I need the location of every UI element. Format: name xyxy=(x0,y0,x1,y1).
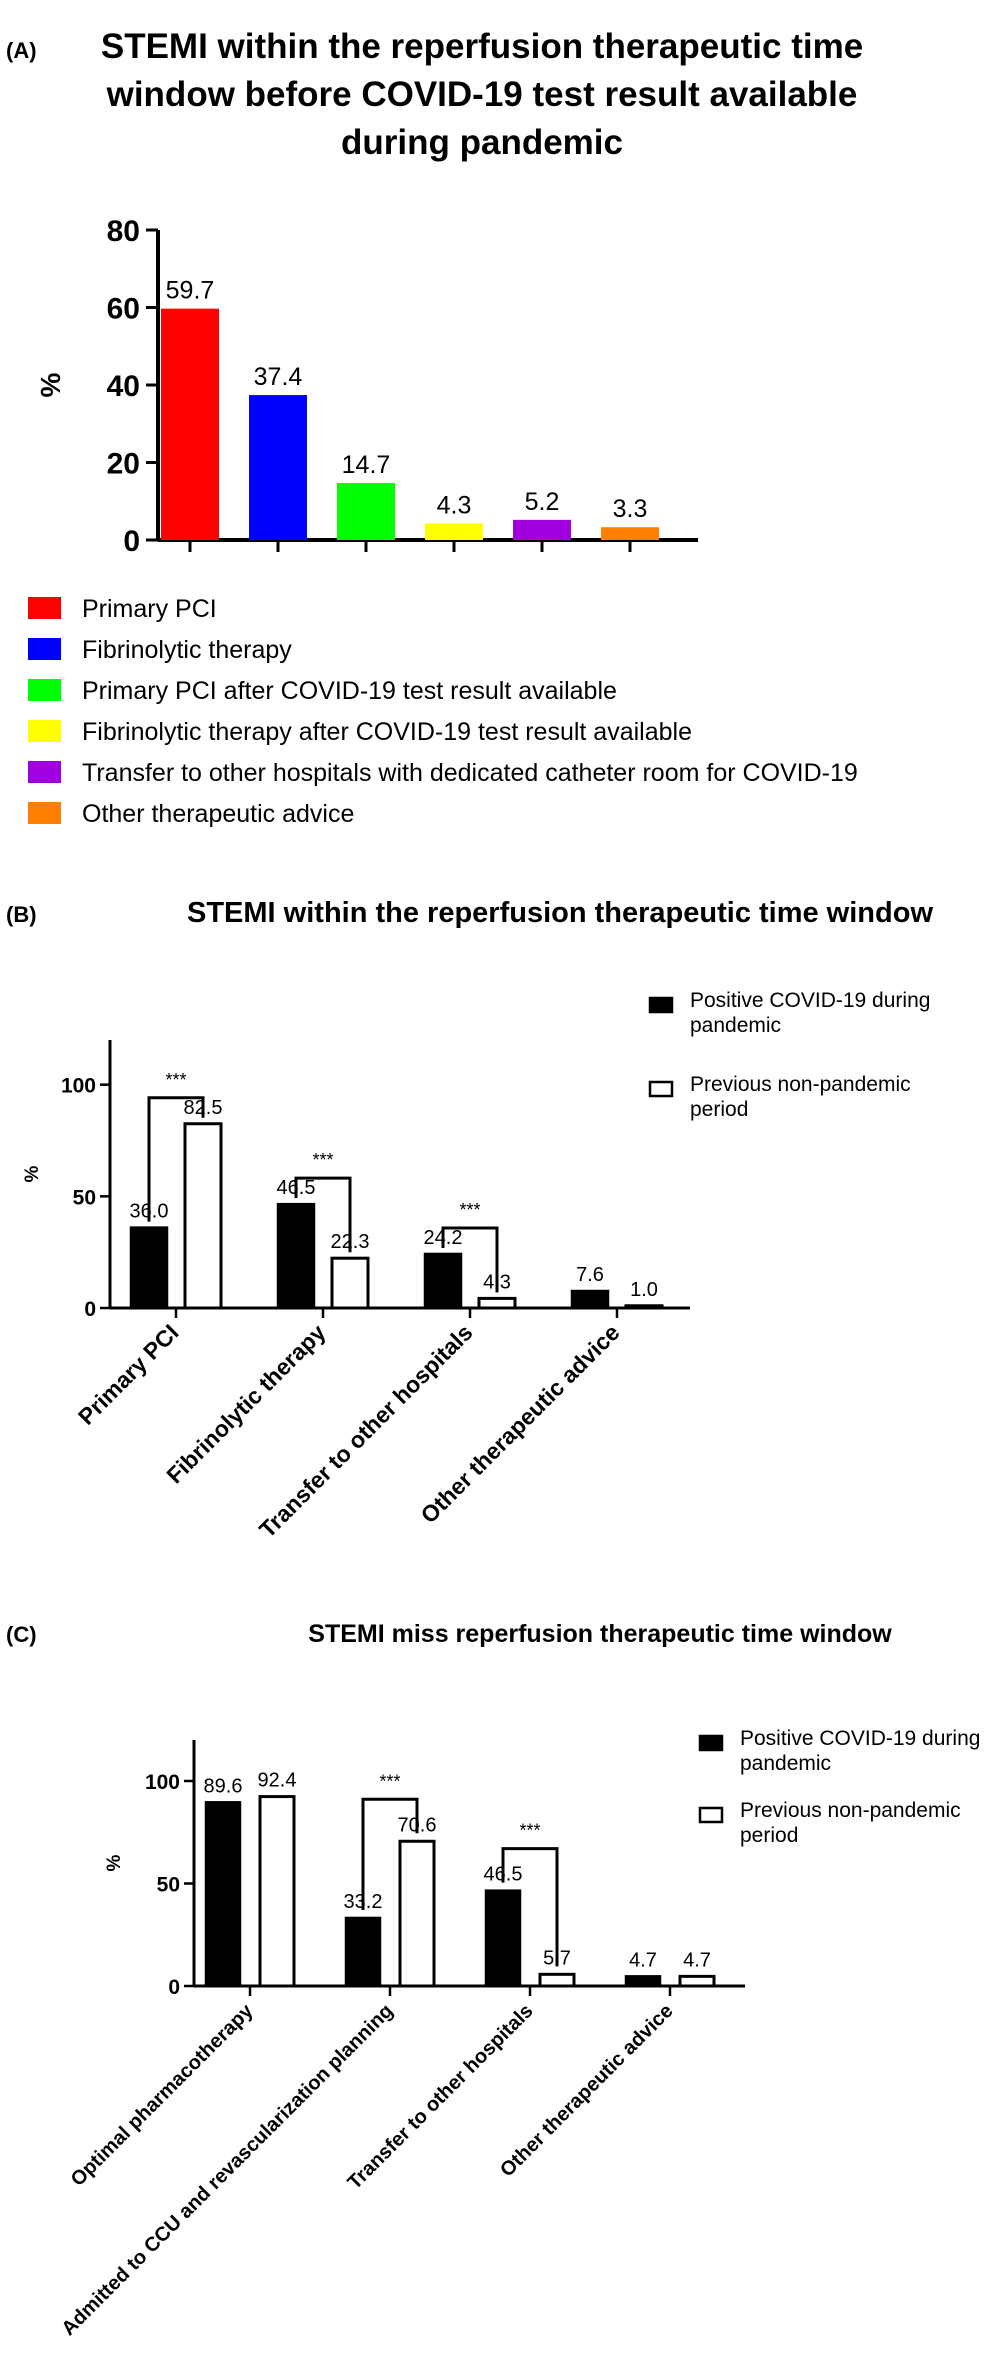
chart-title: STEMI miss reperfusion therapeutic time … xyxy=(308,1620,892,1648)
bar xyxy=(425,523,483,540)
data-label: 5.2 xyxy=(525,488,560,516)
legend-label: Primary PCI after COVID-19 test result a… xyxy=(82,677,617,705)
legend-label: Fibrinolytic therapy after COVID-19 test… xyxy=(82,718,692,746)
bar xyxy=(249,395,307,540)
chart-title-line: window before COVID-19 test result avail… xyxy=(106,75,858,114)
y-tick-label: 20 xyxy=(107,448,140,481)
bar-series-2 xyxy=(398,1839,436,1988)
panel-a: (A) STEMI within the reperfusion therapeu… xyxy=(6,27,863,828)
legend-swatch xyxy=(28,802,61,824)
legend-label: Positive COVID-19 during pandemic xyxy=(740,1727,980,1775)
significance-label: *** xyxy=(165,1070,186,1090)
y-tick-label: 100 xyxy=(145,1771,180,1794)
data-label: 4.3 xyxy=(437,491,472,519)
significance-label: *** xyxy=(312,1150,333,1170)
significance-bracket xyxy=(294,1176,352,1253)
bar-series-2 xyxy=(183,1122,223,1310)
bar xyxy=(161,308,219,540)
x-tick-label: Primary PCI xyxy=(73,1319,184,1430)
chart-title: STEMI within the reperfusion therapeutic… xyxy=(187,897,933,929)
legend-label: Positive COVID-19 during pandemic xyxy=(690,989,930,1037)
y-axis-label: % xyxy=(104,1854,125,1871)
significance-bracket xyxy=(147,1096,205,1222)
bar-series-1 xyxy=(276,1202,316,1310)
bar-series-2 xyxy=(258,1795,296,1988)
y-tick-label: 0 xyxy=(168,1976,180,1999)
bar-series-1 xyxy=(624,1975,662,1988)
significance-bracket xyxy=(501,1847,559,1967)
legend-swatch xyxy=(648,996,674,1014)
bar-series-1 xyxy=(484,1889,522,1988)
chart-title-line: STEMI within the reperfusion therapeutic… xyxy=(101,27,863,66)
bar-series-2 xyxy=(330,1256,370,1310)
y-tick-label: 0 xyxy=(123,525,140,558)
bar xyxy=(601,527,659,540)
bar-series-1 xyxy=(204,1801,242,1988)
legend-label: Previous non-pandemic period xyxy=(690,1073,911,1121)
legend-label: Other therapeutic advice xyxy=(82,800,354,828)
data-label: 14.7 xyxy=(342,451,391,479)
bar-series-1 xyxy=(129,1226,169,1310)
legend-swatch xyxy=(698,1734,724,1752)
legend-swatch xyxy=(28,761,61,783)
legend-label: Fibrinolytic therapy xyxy=(82,636,292,664)
data-label: 4.7 xyxy=(629,1949,657,1971)
bar xyxy=(513,519,571,540)
panel-label: (A) xyxy=(6,38,37,63)
bar-series-1 xyxy=(344,1916,382,1988)
legend-swatch xyxy=(28,597,61,619)
bar-series-1 xyxy=(570,1289,610,1310)
y-axis-label: % xyxy=(35,372,66,397)
data-label: 37.4 xyxy=(254,363,303,391)
y-tick-label: 100 xyxy=(61,1075,96,1098)
chart-title-line: during pandemic xyxy=(341,123,623,162)
x-tick-label: Admitted to CCU and revascularization pl… xyxy=(57,2000,397,2340)
bar xyxy=(337,483,395,540)
y-tick-label: 80 xyxy=(107,215,140,248)
data-label: 7.6 xyxy=(576,1264,604,1286)
bar-series-1 xyxy=(423,1252,463,1310)
y-tick-label: 0 xyxy=(84,1298,96,1321)
legend-swatch xyxy=(648,1080,674,1098)
data-label: 89.6 xyxy=(204,1775,243,1797)
panel-b: (B) STEMI within the reperfusion therapeu… xyxy=(6,897,933,1543)
x-tick-label: Fibrinolytic therapy xyxy=(161,1319,330,1488)
legend-label: Primary PCI xyxy=(82,595,217,623)
legend-label: Previous non-pandemic period xyxy=(740,1799,961,1847)
significance-label: *** xyxy=(379,1771,400,1791)
bar-series-2 xyxy=(678,1974,716,1988)
legend-swatch xyxy=(698,1806,724,1824)
y-tick-label: 50 xyxy=(157,1874,180,1897)
bar-series-2 xyxy=(538,1972,576,1988)
bar-series-2 xyxy=(477,1296,517,1310)
y-axis-label: % xyxy=(22,1165,43,1182)
legend-swatch xyxy=(28,720,61,742)
legend-swatch xyxy=(28,679,61,701)
significance-label: *** xyxy=(519,1821,540,1841)
panel-label: (C) xyxy=(6,1622,37,1647)
panel-label: (B) xyxy=(6,902,37,927)
significance-label: *** xyxy=(459,1200,480,1220)
bar-series-2 xyxy=(624,1304,664,1310)
data-label: 92.4 xyxy=(258,1770,297,1792)
significance-bracket xyxy=(361,1797,419,1910)
legend-label: Transfer to other hospitals with dedicat… xyxy=(82,759,858,787)
y-tick-label: 40 xyxy=(107,370,140,403)
data-label: 1.0 xyxy=(630,1279,658,1301)
data-label: 4.7 xyxy=(683,1949,711,1971)
significance-bracket xyxy=(441,1226,499,1293)
legend-swatch xyxy=(28,638,61,660)
y-tick-label: 60 xyxy=(107,293,140,326)
data-label: 3.3 xyxy=(613,495,648,523)
y-tick-label: 50 xyxy=(73,1186,96,1209)
panel-c: (C) STEMI miss reperfusion therapeutic ti… xyxy=(6,1620,980,2340)
data-label: 59.7 xyxy=(166,277,215,305)
